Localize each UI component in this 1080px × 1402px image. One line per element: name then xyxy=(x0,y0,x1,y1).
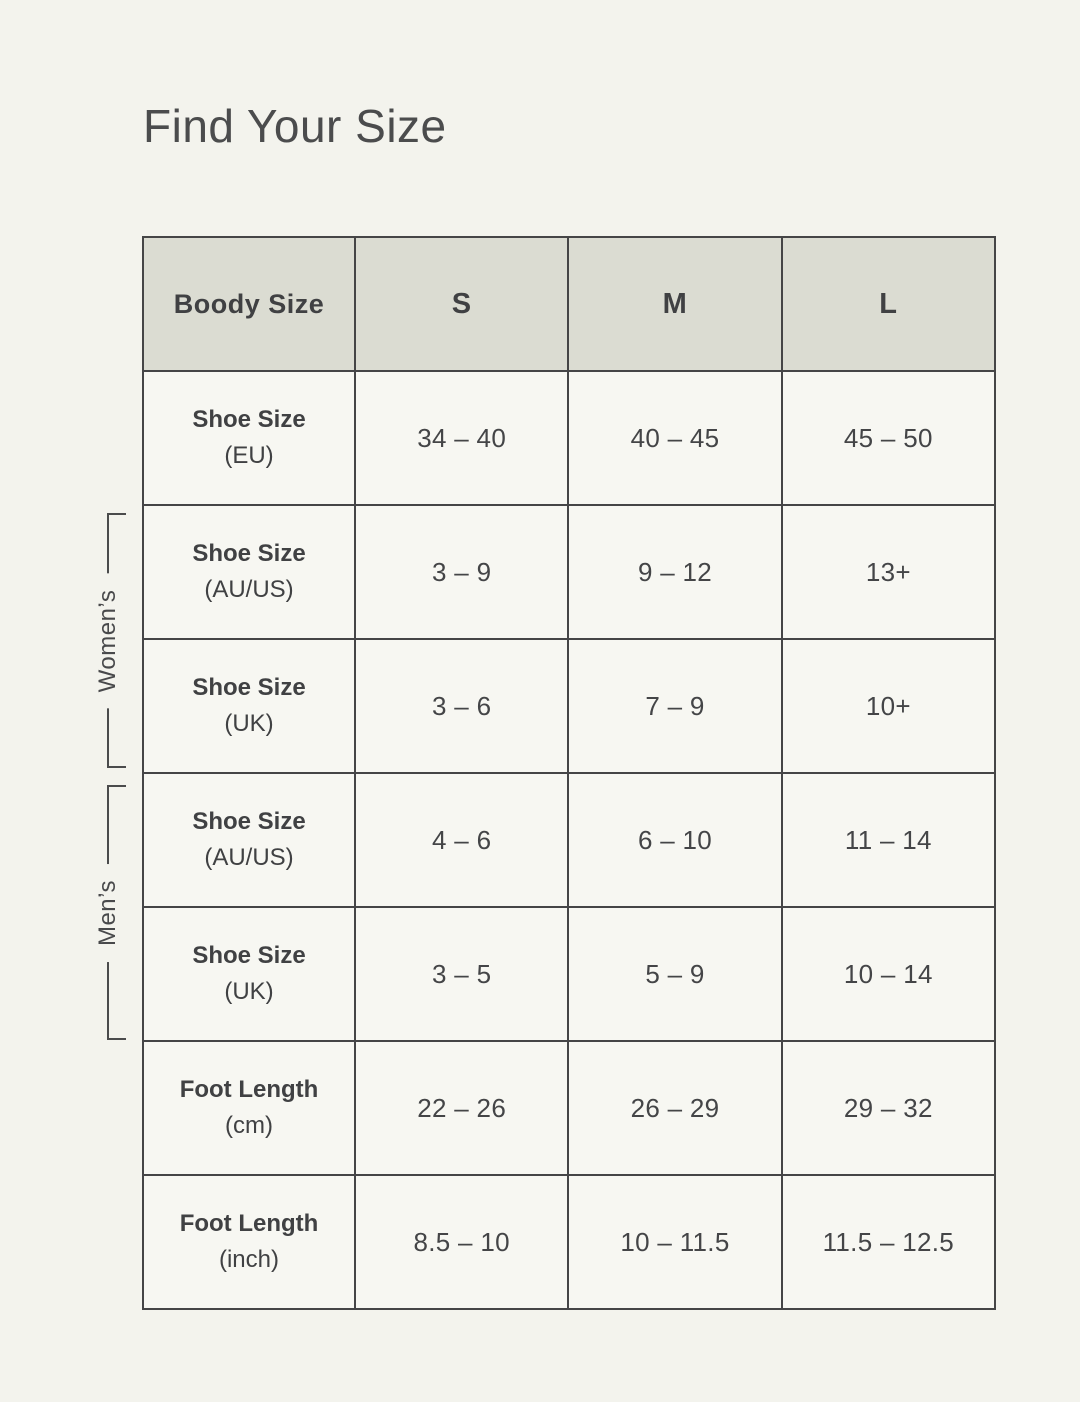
table-row-mens-shoe-uk: Shoe Size (UK) 3 – 5 5 – 9 10 – 14 xyxy=(142,906,997,1042)
cell-value: 13+ xyxy=(780,504,997,640)
row-label: Shoe Size (EU) xyxy=(142,370,356,506)
row-label: Shoe Size (UK) xyxy=(142,906,356,1042)
row-label-unit: (EU) xyxy=(224,442,274,469)
row-label-main: Foot Length xyxy=(179,1076,319,1103)
page-title: Find Your Size xyxy=(143,100,447,152)
cell-value: 45 – 50 xyxy=(780,370,997,506)
cell-value: 7 – 9 xyxy=(567,638,783,774)
cell-value: 11.5 – 12.5 xyxy=(780,1174,997,1310)
size-chart-table: Boody Size S M L Shoe Size (EU) 34 – 40 4… xyxy=(142,236,997,1310)
cell-value: 40 – 45 xyxy=(567,370,783,506)
cell-value: 4 – 6 xyxy=(353,772,570,908)
cell-value: 26 – 29 xyxy=(567,1040,783,1176)
cell-value: 3 – 9 xyxy=(353,504,570,640)
row-label-main: Shoe Size xyxy=(192,674,306,701)
row-label-main: Foot Length xyxy=(179,1210,319,1237)
cell-value: 8.5 – 10 xyxy=(353,1174,570,1310)
table-row-shoe-eu: Shoe Size (EU) 34 – 40 40 – 45 45 – 50 xyxy=(142,370,997,506)
row-label: Foot Length (inch) xyxy=(142,1174,356,1310)
row-label-unit: (cm) xyxy=(225,1112,273,1139)
row-label-main: Shoe Size xyxy=(192,942,306,969)
cell-value: 6 – 10 xyxy=(567,772,783,908)
header-size-s: S xyxy=(353,236,570,372)
row-label-unit: (AU/US) xyxy=(204,844,294,871)
row-label-unit: (UK) xyxy=(224,710,274,737)
header-corner-cell: Boody Size xyxy=(142,236,356,372)
cell-value: 10 – 11.5 xyxy=(567,1174,783,1310)
header-size-m: M xyxy=(567,236,783,372)
cell-value: 3 – 5 xyxy=(353,906,570,1042)
cell-value: 10+ xyxy=(780,638,997,774)
row-label: Shoe Size (AU/US) xyxy=(142,504,356,640)
row-label-main: Shoe Size xyxy=(192,808,306,835)
cell-value: 10 – 14 xyxy=(780,906,997,1042)
row-label-unit: (UK) xyxy=(224,978,274,1005)
mens-group-bracket: Men’s xyxy=(94,785,126,1040)
mens-group-label: Men’s xyxy=(94,863,122,962)
cell-value: 22 – 26 xyxy=(353,1040,570,1176)
table-row-mens-shoe-auus: Shoe Size (AU/US) 4 – 6 6 – 10 11 – 14 xyxy=(142,772,997,908)
row-label: Shoe Size (UK) xyxy=(142,638,356,774)
cell-value: 34 – 40 xyxy=(353,370,570,506)
table-row-womens-shoe-uk: Shoe Size (UK) 3 – 6 7 – 9 10+ xyxy=(142,638,997,774)
table-row-womens-shoe-auus: Shoe Size (AU/US) 3 – 9 9 – 12 13+ xyxy=(142,504,997,640)
cell-value: 11 – 14 xyxy=(780,772,997,908)
cell-value: 9 – 12 xyxy=(567,504,783,640)
womens-group-bracket: Women’s xyxy=(94,513,126,768)
row-label: Foot Length (cm) xyxy=(142,1040,356,1176)
header-row: Boody Size S M L xyxy=(142,236,997,372)
table-row-foot-length-inch: Foot Length (inch) 8.5 – 10 10 – 11.5 11.… xyxy=(142,1174,997,1310)
row-label: Shoe Size (AU/US) xyxy=(142,772,356,908)
womens-group-label: Women’s xyxy=(94,573,122,708)
cell-value: 3 – 6 xyxy=(353,638,570,774)
cell-value: 29 – 32 xyxy=(780,1040,997,1176)
row-label-main: Shoe Size xyxy=(192,406,306,433)
cell-value: 5 – 9 xyxy=(567,906,783,1042)
row-label-unit: (AU/US) xyxy=(204,576,294,603)
row-label-unit: (inch) xyxy=(218,1246,279,1273)
header-size-l: L xyxy=(780,236,997,372)
row-label-main: Shoe Size xyxy=(192,540,306,567)
table-row-foot-length-cm: Foot Length (cm) 22 – 26 26 – 29 29 – 32 xyxy=(142,1040,997,1176)
size-chart-wrapper: Boody Size S M L Shoe Size (EU) 34 – 40 4… xyxy=(142,236,997,1310)
